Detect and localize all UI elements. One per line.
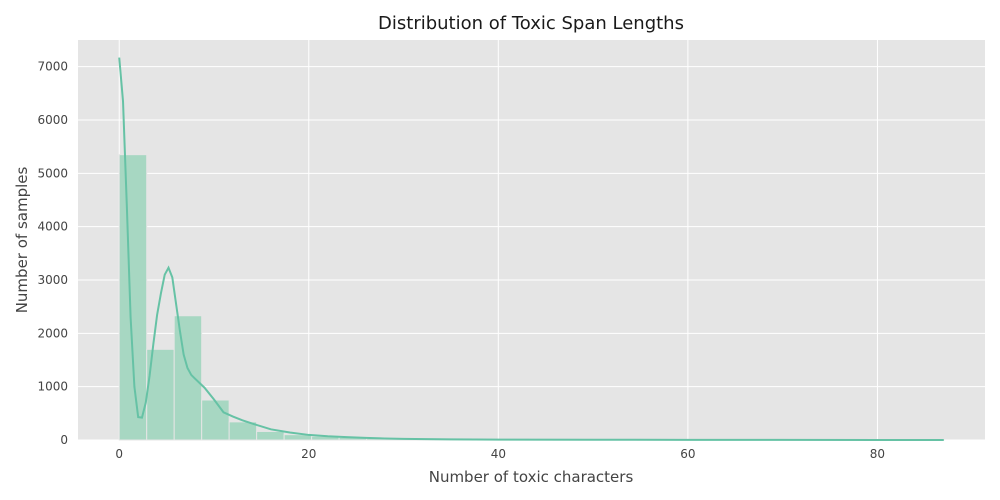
kde-line — [118, 57, 944, 441]
x-axis-label: Number of toxic characters — [429, 468, 634, 486]
x-tick-label: 60 — [680, 447, 695, 461]
x-tick-labels: 0 20 40 60 80 — [115, 447, 885, 461]
histogram-bar — [256, 430, 285, 441]
plot-area — [78, 40, 985, 440]
histogram-bar — [228, 421, 258, 441]
y-tick-label: 0 — [60, 433, 68, 447]
y-tick-label: 5000 — [37, 166, 68, 180]
histogram-bar — [173, 315, 203, 441]
y-tick-labels: 0 1000 2000 3000 4000 5000 6000 7000 — [37, 60, 68, 447]
x-tick-label: 80 — [870, 447, 885, 461]
y-gridlines — [78, 66, 985, 441]
x-tick-label: 40 — [491, 447, 506, 461]
histogram-bar — [118, 154, 148, 441]
x-tick-label: 0 — [115, 447, 123, 461]
y-tick-label: 7000 — [37, 60, 68, 74]
chart-title: Distribution of Toxic Span Lengths — [378, 13, 684, 34]
y-tick-label: 1000 — [37, 380, 68, 394]
y-axis-label: Number of samples — [13, 167, 31, 314]
y-tick-label: 4000 — [37, 220, 68, 234]
y-tick-label: 3000 — [37, 273, 68, 287]
y-tick-label: 6000 — [37, 113, 68, 127]
x-tick-label: 20 — [301, 447, 316, 461]
histogram-bar — [201, 399, 230, 441]
y-tick-label: 2000 — [37, 326, 68, 340]
